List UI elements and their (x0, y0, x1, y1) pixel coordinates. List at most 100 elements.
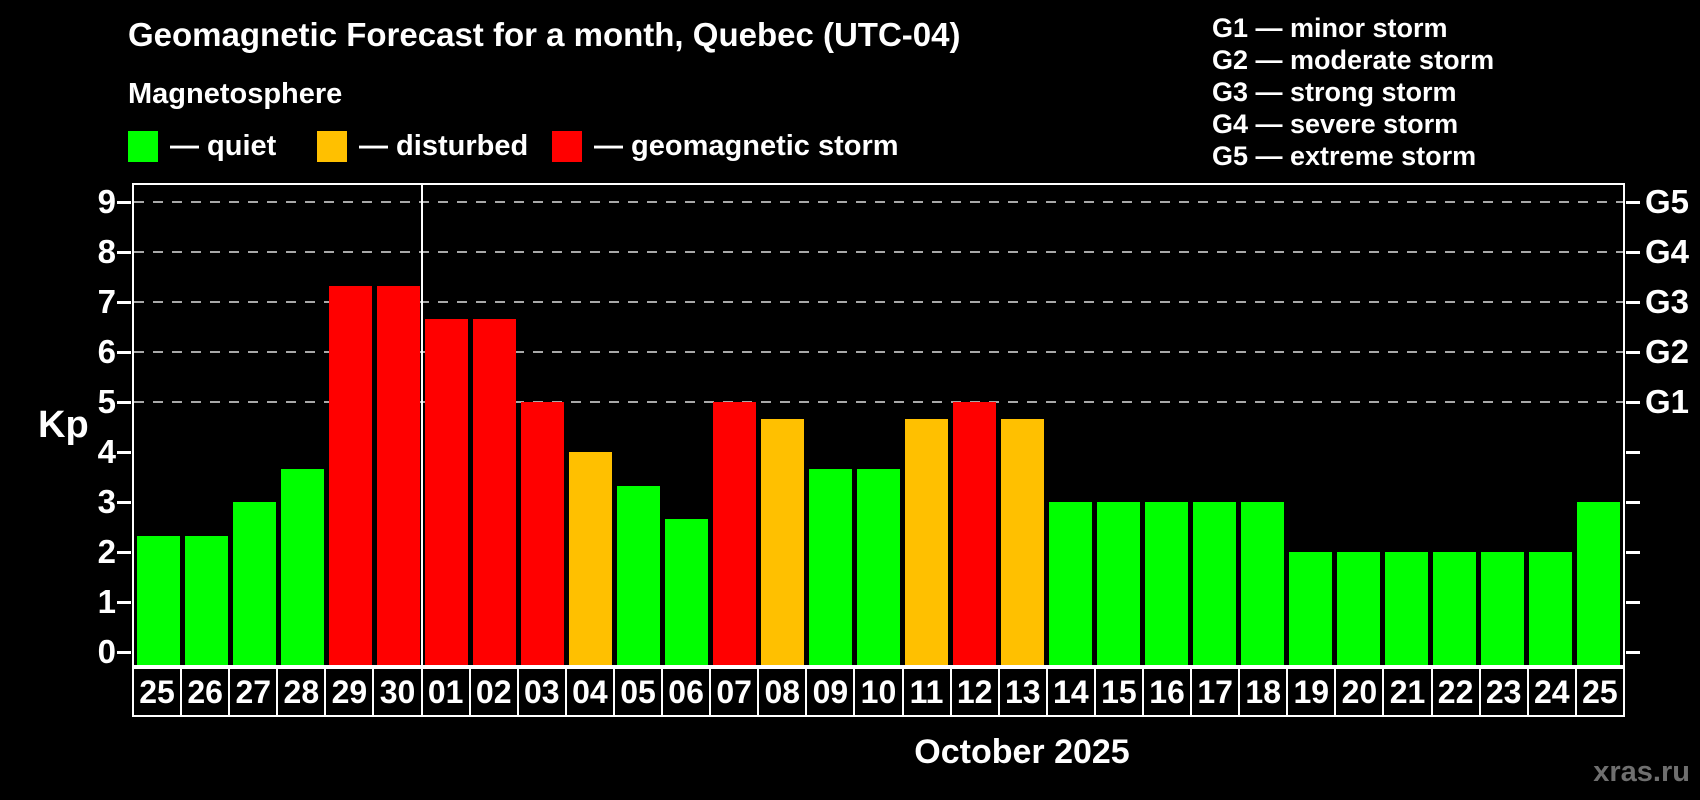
kp-bar-day-15 (1097, 502, 1141, 665)
g-scale-legend-line-g1: G1 — minor storm (1212, 13, 1448, 43)
day-label-cell: 09 (805, 669, 853, 715)
month-separator-line (421, 185, 424, 665)
y-axis-tick-left (117, 201, 131, 204)
kp-bar-day-26 (184, 535, 228, 665)
day-label-cell: 23 (1478, 669, 1527, 715)
day-label-cell: 12 (949, 669, 998, 715)
day-label-cell: 10 (853, 669, 901, 715)
legend-label-disturbed: — disturbed (359, 130, 529, 162)
y-axis-tick-left (117, 451, 131, 454)
g-scale-legend-line-g4: G4 — severe storm (1212, 109, 1459, 139)
plot-area (132, 183, 1625, 667)
y-axis-tick-left (117, 551, 131, 554)
page-title: Geomagnetic Forecast for a month, Quebec… (128, 16, 961, 53)
y-axis-tick-right (1626, 351, 1640, 354)
kp-bar-day-14 (1049, 502, 1093, 665)
g-scale-legend-line-g3: G3 — strong storm (1212, 77, 1457, 107)
y-axis-tick-right (1626, 551, 1640, 554)
y-tick-label-9: 9 (97, 183, 116, 220)
y-tick-label-1: 1 (97, 583, 116, 620)
y-axis-tick-left (117, 601, 131, 604)
y-axis-tick-left (117, 251, 131, 254)
legend-item-disturbed: — disturbed (317, 130, 529, 162)
day-label-cell: 24 (1526, 669, 1575, 715)
kp-bar-day-28 (280, 468, 324, 665)
day-label-cell: 11 (901, 669, 950, 715)
y-tick-label-2: 2 (97, 533, 116, 570)
day-label-cell: 25 (1574, 669, 1623, 715)
kp-bar-day-27 (232, 502, 276, 665)
kp-bar-day-09 (808, 468, 852, 665)
kp-bar-day-02 (472, 318, 516, 665)
legend-item-quiet: — quiet (128, 130, 277, 162)
legend-label-storm: — geomagnetic storm (594, 130, 899, 162)
kp-bar-day-19 (1289, 552, 1333, 665)
day-label-cell: 07 (709, 669, 757, 715)
kp-bar-day-29 (328, 285, 372, 665)
day-label-cell: 18 (1238, 669, 1286, 715)
kp-bar-day-22 (1433, 552, 1477, 665)
y-axis-tick-right (1626, 651, 1640, 654)
day-label-cell: 13 (997, 669, 1046, 715)
y-tick-label-0: 0 (97, 633, 116, 670)
grid-line-kp-6 (134, 351, 1623, 353)
day-label-cell: 15 (1093, 669, 1142, 715)
legend-label-quiet: — quiet (170, 130, 277, 162)
kp-bar-day-18 (1241, 502, 1285, 665)
g-scale-axis-label-g1: G1 (1645, 383, 1690, 420)
kp-bar-day-13 (1001, 418, 1045, 665)
day-label-cell: 05 (612, 669, 661, 715)
day-label-cell: 16 (1141, 669, 1190, 715)
kp-bar-day-20 (1337, 552, 1381, 665)
g-scale-legend-line-g2: G2 — moderate storm (1212, 45, 1495, 75)
grid-line-kp-7 (134, 301, 1623, 303)
day-label-cell: 21 (1382, 669, 1430, 715)
day-label-cell: 02 (468, 669, 517, 715)
y-axis-tick-left (117, 301, 131, 304)
kp-bar-day-24 (1529, 552, 1573, 665)
g-scale-axis-label-g5: G5 (1645, 183, 1690, 220)
day-label-cell: 25 (139, 674, 175, 710)
y-axis-tick-right (1626, 601, 1640, 604)
y-axis-tick-left (117, 401, 131, 404)
g-scale-legend: G1 — minor storm G2 — moderate storm G3 … (1212, 12, 1494, 172)
kp-bar-day-25 (1577, 502, 1621, 665)
y-tick-label-6: 6 (97, 333, 116, 370)
storm-color-swatch (552, 131, 582, 162)
kp-bar-day-12 (953, 402, 997, 665)
day-label-cell: 01 (420, 669, 469, 715)
day-label-cell: 03 (516, 669, 565, 715)
day-label-cell: 04 (564, 669, 613, 715)
day-label-cell: 29 (324, 669, 372, 715)
y-axis-tick-left (117, 351, 131, 354)
y-tick-label-3: 3 (97, 483, 116, 520)
disturbed-color-swatch (317, 131, 347, 162)
grid-line-kp-5 (134, 401, 1623, 403)
day-label-cell: 06 (661, 669, 709, 715)
kp-bar-day-03 (520, 402, 564, 665)
y-axis-label: Kp (38, 404, 89, 446)
watermark: xras.ru (1593, 756, 1690, 788)
g-scale-legend-line-g5: G5 — extreme storm (1212, 141, 1477, 171)
y-axis-tick-right (1626, 301, 1640, 304)
y-axis-tick-left (117, 651, 131, 654)
grid-line-kp-9 (134, 201, 1623, 203)
x-axis-day-row: 25 26 27 28 29 30 01 02 03 04 05 06 07 08 09 10 11 12 13 14… (132, 667, 1625, 717)
day-label-cell: 08 (757, 669, 805, 715)
day-label-cell: 22 (1430, 669, 1479, 715)
grid-line-kp-8 (134, 251, 1623, 253)
kp-bar-day-07 (712, 402, 756, 665)
g-scale-axis-label-g2: G2 (1645, 333, 1690, 370)
y-axis-tick-left (117, 501, 131, 504)
y-axis-tick-right (1626, 501, 1640, 504)
kp-bar-day-21 (1385, 552, 1429, 665)
y-tick-label-4: 4 (97, 433, 116, 470)
day-label-cell: 19 (1286, 669, 1334, 715)
kp-bar-day-25 (136, 535, 180, 665)
quiet-color-swatch (128, 131, 158, 162)
magnetosphere-subtitle: Magnetosphere (128, 78, 343, 110)
y-tick-label-5: 5 (97, 383, 116, 420)
g-scale-axis-label-g4: G4 (1645, 233, 1690, 270)
kp-bar-day-05 (616, 485, 660, 665)
day-label-cell: 20 (1334, 669, 1382, 715)
